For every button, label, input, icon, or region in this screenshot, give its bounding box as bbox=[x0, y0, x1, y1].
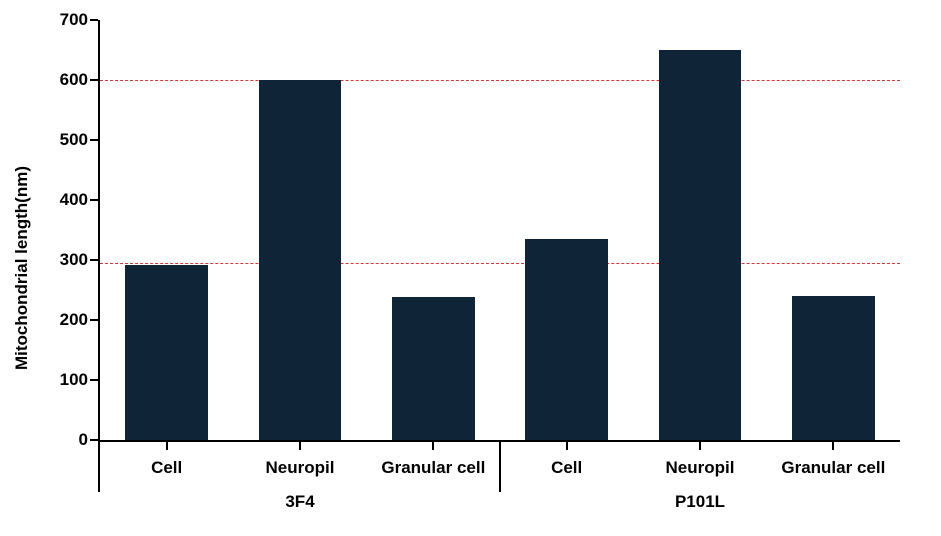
category-label: Cell bbox=[551, 458, 582, 478]
bar bbox=[659, 50, 742, 440]
y-tick-mark bbox=[90, 259, 98, 261]
bar bbox=[792, 296, 875, 440]
x-tick-mark bbox=[166, 442, 168, 450]
y-tick-label: 600 bbox=[40, 70, 88, 90]
y-tick-label: 100 bbox=[40, 370, 88, 390]
mitochondrial-length-chart: Mitochondrial length(nm) 010020030040050… bbox=[0, 0, 941, 536]
y-tick-mark bbox=[90, 379, 98, 381]
category-label: Neuropil bbox=[666, 458, 735, 478]
y-tick-mark bbox=[90, 19, 98, 21]
plot-area: 0100200300400500600700CellNeuropilGranul… bbox=[100, 20, 900, 440]
reference-line bbox=[100, 80, 900, 81]
bar bbox=[259, 80, 342, 440]
x-tick-mark bbox=[832, 442, 834, 450]
x-tick-mark bbox=[432, 442, 434, 450]
y-tick-label: 700 bbox=[40, 10, 88, 30]
category-label: Granular cell bbox=[781, 458, 885, 478]
y-tick-label: 500 bbox=[40, 130, 88, 150]
x-tick-mark bbox=[566, 442, 568, 450]
y-tick-label: 200 bbox=[40, 310, 88, 330]
category-label: Neuropil bbox=[266, 458, 335, 478]
bar bbox=[392, 297, 475, 440]
category-label: Cell bbox=[151, 458, 182, 478]
group-label: 3F4 bbox=[285, 492, 314, 512]
y-tick-label: 400 bbox=[40, 190, 88, 210]
y-tick-mark bbox=[90, 139, 98, 141]
y-tick-mark bbox=[90, 199, 98, 201]
y-axis-line bbox=[98, 20, 100, 492]
bar bbox=[125, 265, 208, 440]
y-tick-mark bbox=[90, 79, 98, 81]
group-label: P101L bbox=[675, 492, 725, 512]
category-label: Granular cell bbox=[381, 458, 485, 478]
y-tick-label: 300 bbox=[40, 250, 88, 270]
x-tick-mark bbox=[699, 442, 701, 450]
y-tick-mark bbox=[90, 439, 98, 441]
reference-line bbox=[100, 263, 900, 264]
y-tick-label: 0 bbox=[40, 430, 88, 450]
y-axis-label: Mitochondrial length(nm) bbox=[12, 166, 32, 370]
group-divider bbox=[499, 442, 501, 492]
bar bbox=[525, 239, 608, 440]
x-tick-mark bbox=[299, 442, 301, 450]
y-tick-mark bbox=[90, 319, 98, 321]
